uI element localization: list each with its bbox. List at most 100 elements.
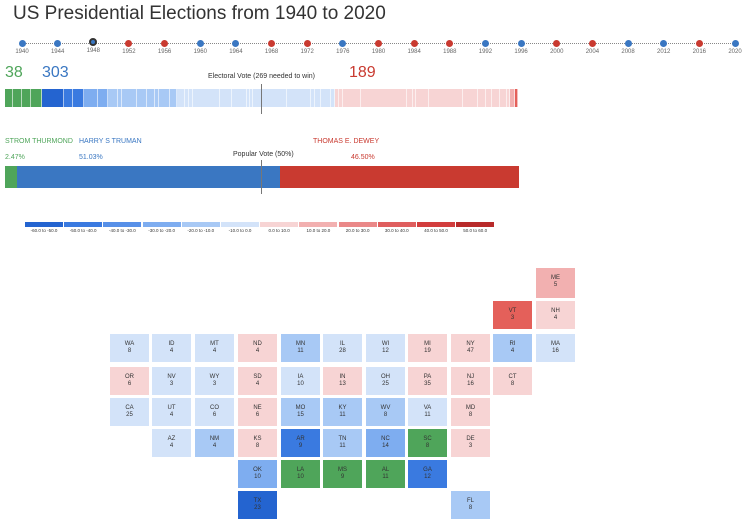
- state-tile-mn[interactable]: MN 11: [280, 333, 321, 363]
- timeline-year-1960[interactable]: 1960: [180, 38, 220, 55]
- timeline-year-1996[interactable]: 1996: [501, 38, 541, 55]
- timeline-dot[interactable]: [481, 40, 489, 47]
- state-tile-or[interactable]: OR 6: [109, 366, 150, 396]
- state-abbreviation: RI: [509, 341, 516, 347]
- state-tile-pa[interactable]: PA 35: [407, 366, 448, 396]
- state-tile-md[interactable]: MD 8: [450, 397, 491, 427]
- state-tile-ky[interactable]: KY 11: [322, 397, 363, 427]
- state-tile-il[interactable]: IL 28: [322, 333, 363, 363]
- state-tile-nh[interactable]: NH 4: [535, 300, 576, 330]
- third-party-popular-segment: [5, 166, 17, 188]
- timeline-dot[interactable]: [196, 40, 204, 47]
- state-electoral-votes: 6: [127, 381, 132, 387]
- timeline-year-1988[interactable]: 1988: [430, 38, 470, 55]
- timeline-year-1952[interactable]: 1952: [109, 38, 149, 55]
- state-tile-ri[interactable]: RI 4: [492, 333, 533, 363]
- timeline-year-2000[interactable]: 2000: [537, 38, 577, 55]
- state-tile-ny[interactable]: NY 47: [450, 333, 491, 363]
- state-tile-me[interactable]: ME 5: [535, 267, 576, 299]
- state-tile-ma[interactable]: MA 16: [535, 333, 576, 363]
- timeline-dot[interactable]: [339, 40, 347, 47]
- timeline-dot[interactable]: [446, 40, 454, 47]
- state-tile-sd[interactable]: SD 4: [237, 366, 278, 396]
- state-tile-nm[interactable]: NM 4: [194, 428, 235, 458]
- timeline-year-2016[interactable]: 2016: [679, 38, 719, 55]
- state-tile-mt[interactable]: MT 4: [194, 333, 235, 363]
- state-tile-ks[interactable]: KS 8: [237, 428, 278, 458]
- state-tile-va[interactable]: VA 11: [407, 397, 448, 427]
- state-abbreviation: KS: [253, 436, 262, 442]
- timeline-dot[interactable]: [303, 40, 311, 47]
- state-tile-nv[interactable]: NV 3: [151, 366, 192, 396]
- timeline-dot[interactable]: [588, 40, 596, 47]
- state-tile-tn[interactable]: TN 11: [322, 428, 363, 458]
- state-abbreviation: VT: [508, 308, 517, 314]
- state-tile-ca[interactable]: CA 25: [109, 397, 150, 427]
- state-tile-al[interactable]: AL 11: [365, 459, 406, 489]
- timeline-dot[interactable]: [624, 40, 632, 47]
- timeline-year-2020[interactable]: 2020: [715, 38, 754, 55]
- state-tile-vt[interactable]: VT 3: [492, 300, 533, 330]
- state-tile-sc[interactable]: SC 8: [407, 428, 448, 458]
- state-tile-tx[interactable]: TX 23: [237, 490, 278, 520]
- timeline-dot[interactable]: [54, 40, 62, 47]
- timeline-year-1964[interactable]: 1964: [216, 38, 256, 55]
- state-tile-wv[interactable]: WV 8: [365, 397, 406, 427]
- state-abbreviation: OK: [253, 467, 262, 473]
- state-tile-fl[interactable]: FL 8: [450, 490, 491, 520]
- state-tile-ne[interactable]: NE 6: [237, 397, 278, 427]
- state-tile-ut[interactable]: UT 4: [151, 397, 192, 427]
- timeline-year-1976[interactable]: 1976: [323, 38, 363, 55]
- state-tile-la[interactable]: LA 10: [280, 459, 321, 489]
- page-title: US Presidential Elections from 1940 to 2…: [13, 3, 386, 24]
- timeline-dot[interactable]: [232, 40, 240, 47]
- timeline-year-1972[interactable]: 1972: [287, 38, 327, 55]
- timeline-year-1984[interactable]: 1984: [394, 38, 434, 55]
- timeline-year-2004[interactable]: 2004: [572, 38, 612, 55]
- state-tile-in[interactable]: IN 13: [322, 366, 363, 396]
- state-tile-nj[interactable]: NJ 16: [450, 366, 491, 396]
- timeline-dot[interactable]: [161, 40, 169, 47]
- state-tile-mi[interactable]: MI 19: [407, 333, 448, 363]
- timeline-dot[interactable]: [375, 40, 382, 47]
- timeline-year-label: 1984: [407, 49, 421, 55]
- state-tile-ia[interactable]: IA 10: [280, 366, 321, 396]
- timeline-year-2008[interactable]: 2008: [608, 38, 648, 55]
- timeline-dot[interactable]: [18, 40, 26, 47]
- state-tile-wa[interactable]: WA 8: [109, 333, 150, 363]
- timeline-dot[interactable]: [410, 40, 418, 47]
- timeline-dot[interactable]: [89, 38, 98, 46]
- timeline-year-1992[interactable]: 1992: [465, 38, 505, 55]
- state-tile-id[interactable]: ID 4: [151, 333, 192, 363]
- state-tile-ok[interactable]: OK 10: [237, 459, 278, 489]
- timeline-dot[interactable]: [731, 40, 739, 47]
- state-tile-co[interactable]: CO 6: [194, 397, 235, 427]
- timeline-dot[interactable]: [125, 40, 133, 47]
- timeline-dot[interactable]: [268, 40, 276, 47]
- state-tile-nd[interactable]: ND 4: [237, 333, 278, 363]
- timeline-dot[interactable]: [517, 40, 525, 47]
- state-tile-oh[interactable]: OH 25: [365, 366, 406, 396]
- state-tile-wi[interactable]: WI 12: [365, 333, 406, 363]
- timeline-year-1956[interactable]: 1956: [145, 38, 185, 55]
- state-tile-wy[interactable]: WY 3: [194, 366, 235, 396]
- state-tile-de[interactable]: DE 3: [450, 428, 491, 458]
- state-tile-nc[interactable]: NC 14: [365, 428, 406, 458]
- timeline-year-2012[interactable]: 2012: [644, 38, 684, 55]
- state-tile-ar[interactable]: AR 9: [280, 428, 321, 458]
- timeline-year-1940[interactable]: 1940: [2, 38, 42, 55]
- timeline-dot[interactable]: [695, 40, 703, 47]
- state-tile-ga[interactable]: GA 12: [407, 459, 448, 489]
- state-tile-az[interactable]: AZ 4: [151, 428, 192, 458]
- timeline-year-1948[interactable]: 1948: [73, 38, 113, 54]
- state-tile-mo[interactable]: MO 15: [280, 397, 321, 427]
- electoral-segment-co: [314, 89, 321, 107]
- state-tile-ct[interactable]: CT 8: [492, 366, 533, 396]
- state-abbreviation: NC: [381, 436, 390, 442]
- state-tile-ms[interactable]: MS 9: [322, 459, 363, 489]
- timeline-year-1980[interactable]: 1980: [359, 38, 399, 55]
- timeline-year-1944[interactable]: 1944: [38, 38, 78, 55]
- timeline-year-1968[interactable]: 1968: [252, 38, 292, 55]
- timeline-dot[interactable]: [660, 40, 668, 47]
- timeline-dot[interactable]: [553, 40, 561, 47]
